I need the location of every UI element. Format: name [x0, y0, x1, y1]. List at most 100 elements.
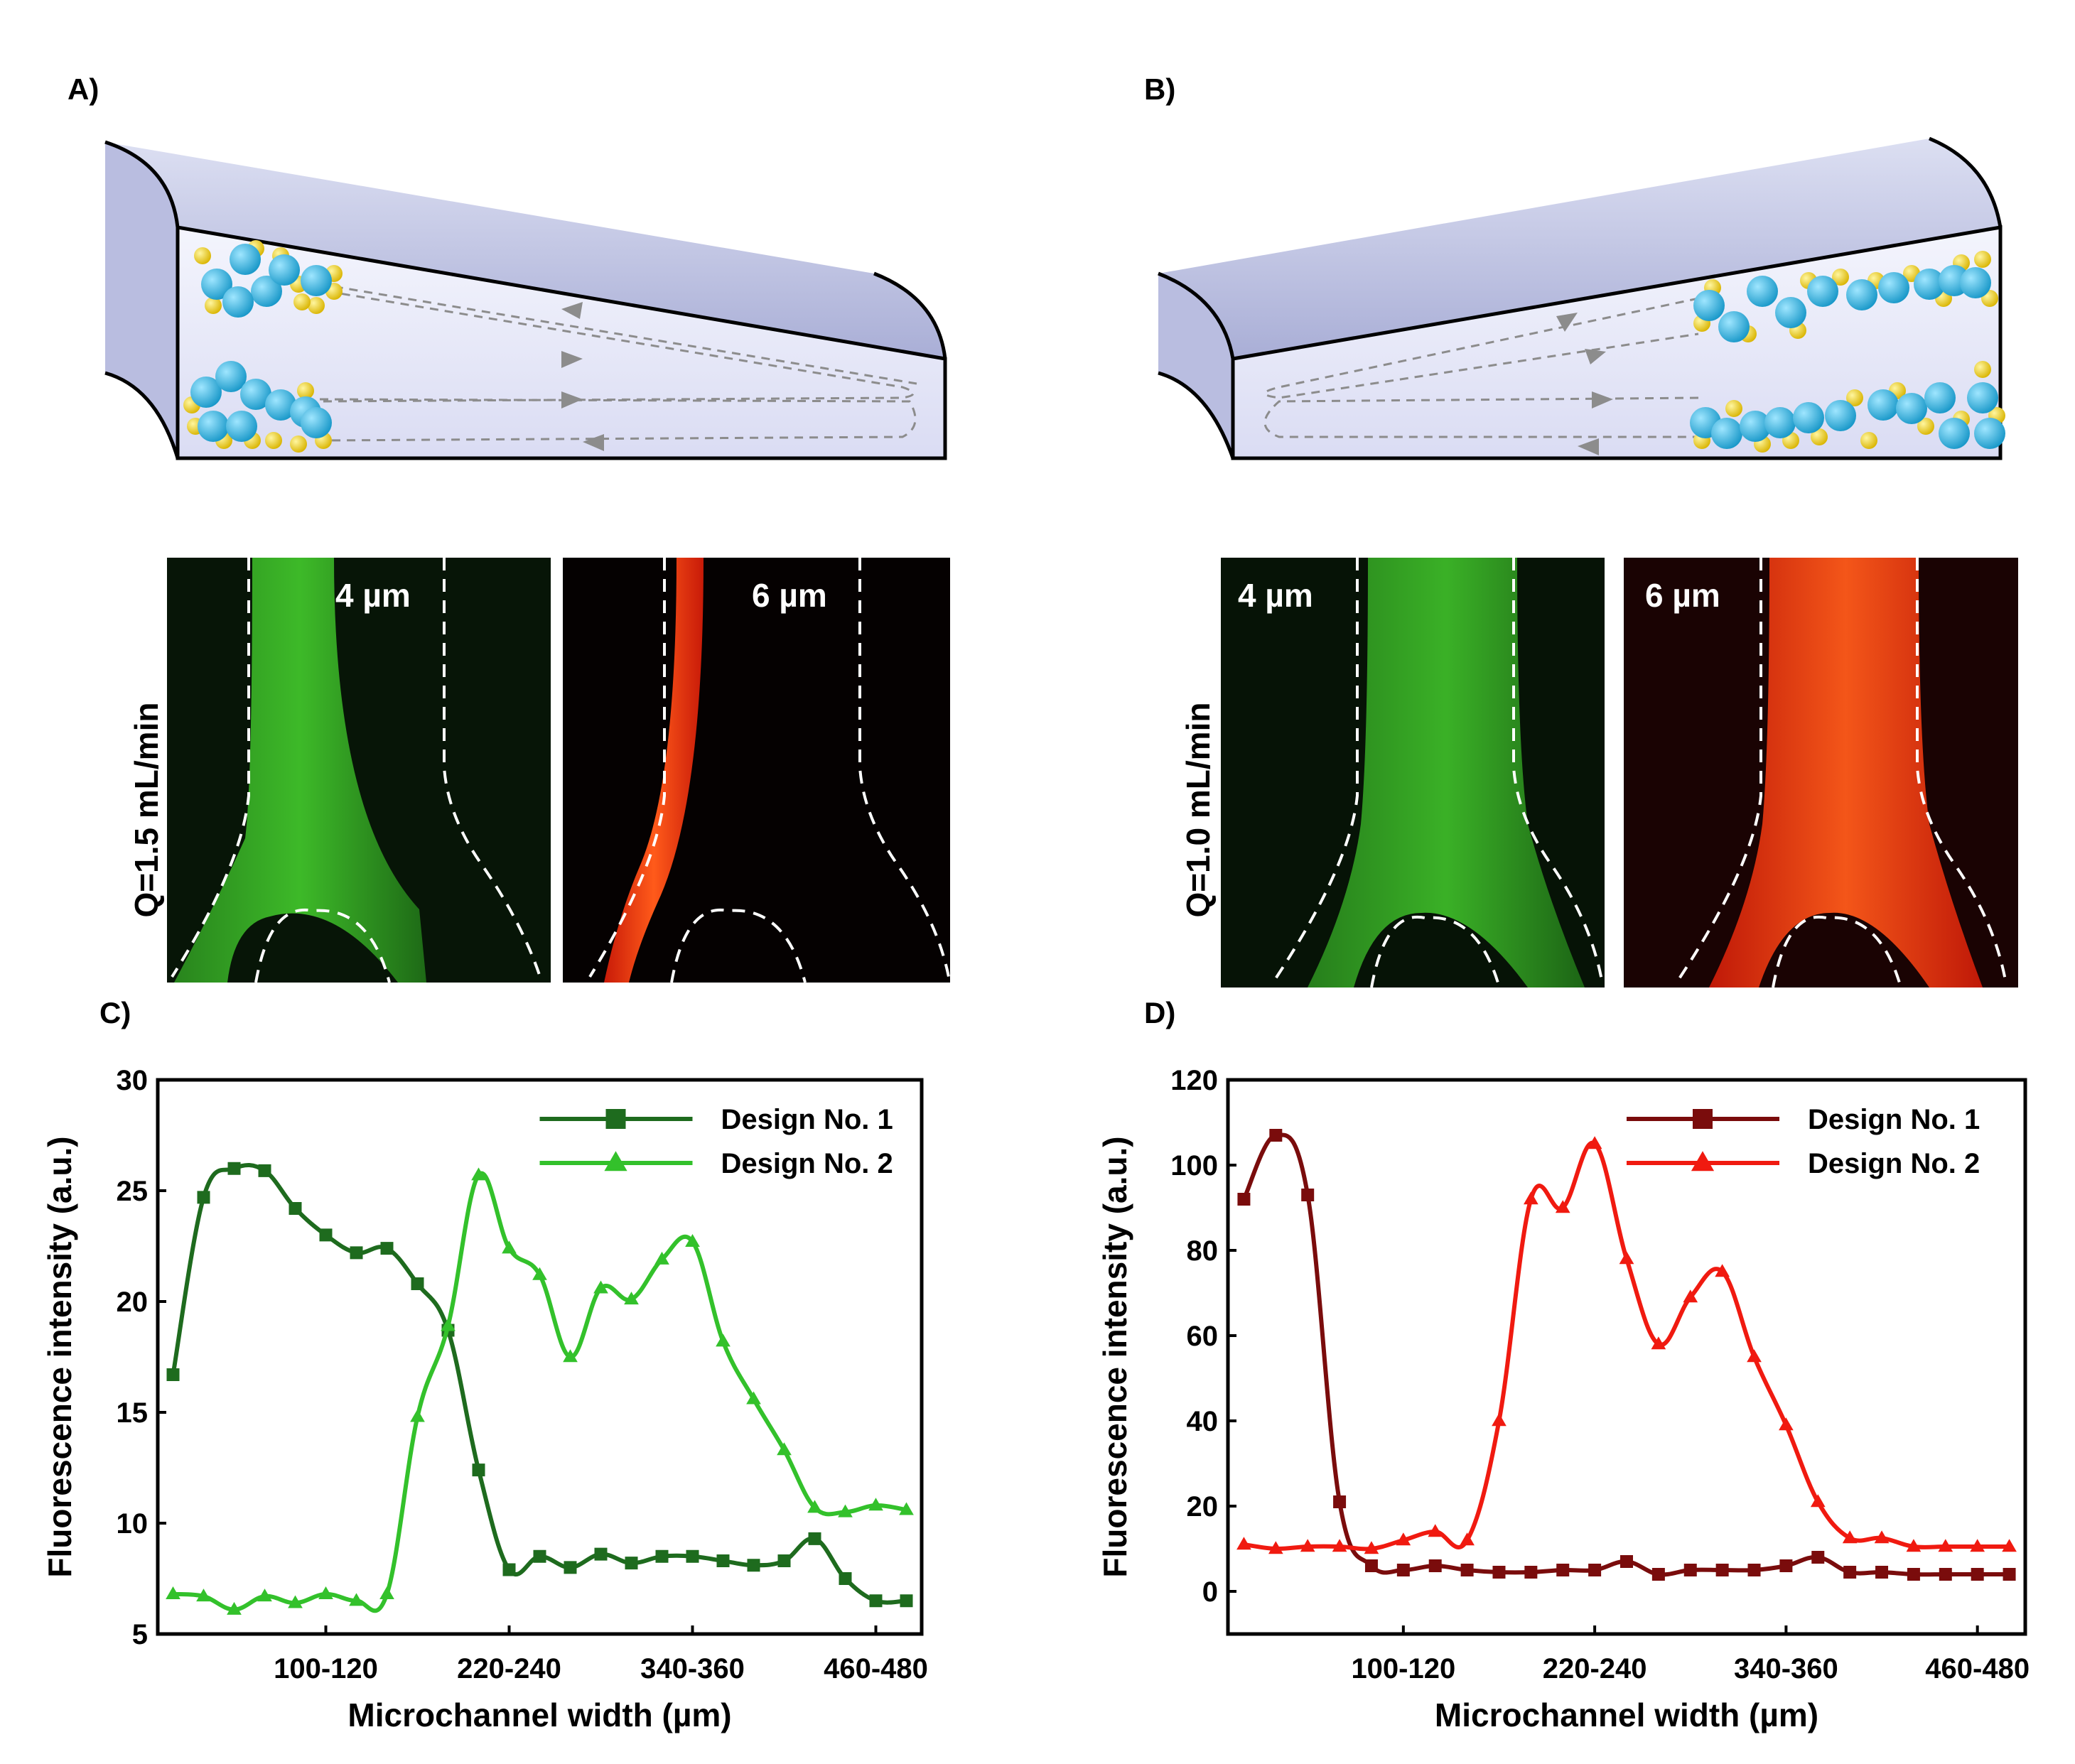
data-point [899, 1502, 914, 1515]
data-point [838, 1504, 853, 1517]
data-point [807, 1500, 822, 1513]
data-point [1555, 1200, 1570, 1213]
channel-top-face [105, 142, 945, 359]
data-point [166, 1586, 180, 1600]
x-axis-title: Microchannel width (µm) [347, 1697, 731, 1733]
x-tick-label: 220-240 [457, 1653, 561, 1684]
data-point [2002, 1539, 2017, 1552]
x-tick-label: 460-480 [824, 1653, 928, 1684]
data-point [655, 1549, 669, 1563]
data-point [685, 1233, 700, 1247]
data-point [289, 1201, 302, 1215]
large-particle [251, 276, 282, 307]
large-particle [1878, 272, 1909, 303]
large-particle [301, 265, 332, 296]
legend-marker [604, 1151, 627, 1172]
particle-size-label: 4 µm [1238, 577, 1313, 614]
large-particle [1974, 418, 2005, 449]
large-particle [1914, 269, 1945, 300]
flow-rate-label-left: Q=1.5 mL/min [128, 703, 165, 918]
chart-c: 5 10 15 20 25 30 100-120 220-240 340-360 460-480 M… [41, 1065, 928, 1733]
data-point [1556, 1564, 1570, 1576]
flow-rate-label-right: Q=1.0 mL/min [1180, 703, 1217, 918]
data-point [1364, 1559, 1378, 1572]
y-axis-title: Fluorescence intensity (a.u.) [41, 1136, 78, 1577]
data-point [1268, 1541, 1283, 1554]
data-point [1524, 1191, 1538, 1205]
large-particle [1960, 267, 1991, 298]
data-point [1396, 1532, 1411, 1546]
data-point [900, 1594, 913, 1608]
data-point [1333, 1495, 1347, 1508]
x-tick-label: 100-120 [274, 1653, 378, 1684]
small-particle [1974, 361, 1991, 378]
series-line [1241, 1132, 2010, 1577]
panel-label-a: A) [68, 72, 99, 106]
data-point [379, 1586, 394, 1600]
data-point [1587, 1136, 1602, 1149]
x-tick-label: 340-360 [640, 1653, 745, 1684]
data-point [868, 1498, 883, 1511]
large-particle [201, 269, 232, 300]
data-point [1683, 1564, 1697, 1576]
data-point [472, 1463, 485, 1477]
large-particle [240, 379, 271, 410]
large-particle [1868, 389, 1899, 421]
series-line [171, 1163, 907, 1605]
data-point [1811, 1551, 1825, 1564]
data-point [1524, 1566, 1538, 1579]
legend-marker [1693, 1109, 1713, 1129]
small-particle [194, 247, 211, 264]
small-particle [205, 297, 222, 314]
large-particle [301, 407, 332, 438]
data-point [1332, 1539, 1347, 1552]
x-tick-label: 460-480 [1925, 1653, 2030, 1684]
data-point [593, 1280, 608, 1294]
data-point [1906, 1539, 1922, 1552]
data-point [1939, 1568, 1952, 1581]
y-axis-title: Fluorescence intensity (a.u.) [1096, 1136, 1133, 1577]
data-point [1715, 1264, 1730, 1277]
data-point [1970, 1539, 1985, 1552]
y-tick-label: 20 [1187, 1491, 1219, 1522]
data-point [411, 1277, 424, 1291]
micrograph-green-left: 4 µm [167, 558, 551, 983]
data-point [1300, 1539, 1315, 1552]
small-particle [297, 382, 314, 399]
data-point [1237, 1193, 1251, 1206]
y-tick-label: 5 [132, 1619, 148, 1650]
channel-top-face [1158, 139, 2000, 359]
chart-d: 0 20 40 60 80 100 120 100-120 220-240 340-360 460-… [1096, 1065, 2030, 1733]
data-point [2003, 1568, 2016, 1581]
data-point [1620, 1555, 1633, 1568]
large-particle [265, 389, 296, 421]
particle-size-label: 6 µm [1645, 577, 1720, 614]
x-tick-label: 100-120 [1351, 1653, 1455, 1684]
data-point [1301, 1189, 1315, 1201]
data-point [197, 1191, 210, 1204]
data-point [258, 1164, 271, 1177]
data-point [227, 1601, 242, 1615]
series-line [1244, 1140, 2010, 1552]
data-point [1364, 1541, 1379, 1554]
data-point [777, 1442, 792, 1456]
data-point [1779, 1417, 1794, 1431]
legend-marker [605, 1109, 626, 1129]
panel-label-d: D) [1144, 996, 1175, 1029]
data-point [1907, 1568, 1920, 1581]
data-point [257, 1589, 272, 1602]
legend-marker [1691, 1151, 1715, 1172]
data-point [1810, 1494, 1826, 1508]
particle-size-label: 4 µm [335, 577, 411, 614]
micrograph-red-left: 6 µm [563, 558, 950, 983]
data-point [777, 1554, 791, 1568]
data-point [533, 1549, 546, 1563]
data-point [502, 1563, 516, 1576]
small-particle [1811, 428, 1828, 445]
large-particle [1967, 382, 1998, 413]
particle-cluster-top [194, 240, 343, 318]
data-point [1269, 1129, 1283, 1142]
large-particle [1939, 418, 1970, 449]
y-tick-label: 30 [117, 1065, 149, 1096]
y-tick-label: 10 [117, 1508, 149, 1540]
